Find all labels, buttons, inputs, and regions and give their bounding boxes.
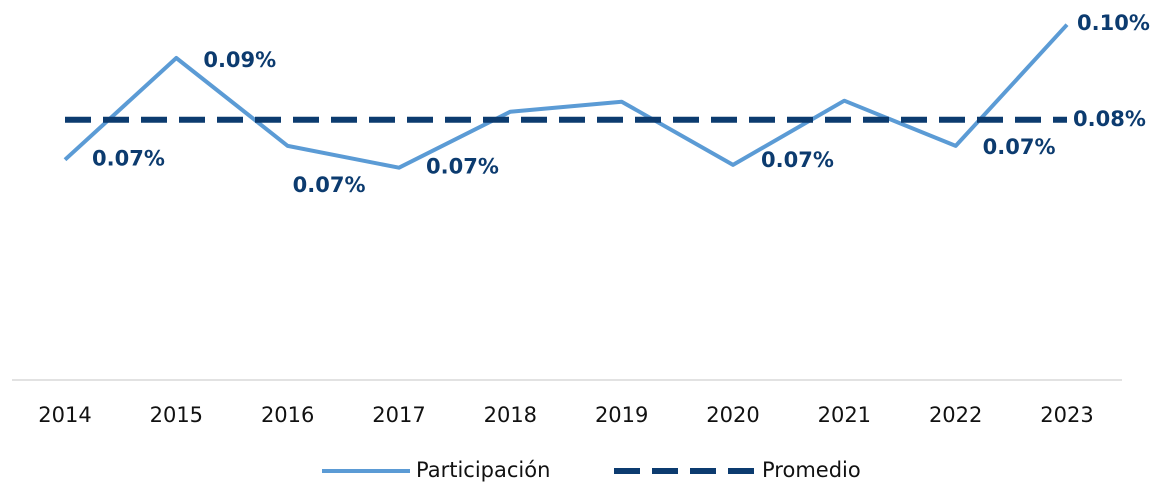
data-label: 0.10% xyxy=(1077,11,1150,35)
x-tick-label: 2020 xyxy=(706,403,759,427)
legend-label: Participación xyxy=(416,458,550,482)
data-label: 0.08% xyxy=(1073,107,1146,131)
x-tick-label: 2022 xyxy=(929,403,982,427)
x-tick-label: 2019 xyxy=(595,403,648,427)
x-tick-label: 2021 xyxy=(818,403,871,427)
data-label: 0.07% xyxy=(92,147,165,171)
data-line xyxy=(63,23,1069,170)
data-label: 0.09% xyxy=(203,48,276,72)
x-tick-label: 2023 xyxy=(1040,403,1093,427)
legend-label: Promedio xyxy=(762,458,861,482)
x-tick-label: 2017 xyxy=(372,403,425,427)
x-tick-label: 2018 xyxy=(484,403,537,427)
data-label: 0.07% xyxy=(426,155,499,179)
x-tick-label: 2016 xyxy=(261,403,314,427)
x-tick-label: 2014 xyxy=(38,403,91,427)
x-tick-label: 2015 xyxy=(150,403,203,427)
data-label: 0.07% xyxy=(983,135,1056,159)
data-label: 0.07% xyxy=(293,173,366,197)
data-label: 0.07% xyxy=(761,148,834,172)
